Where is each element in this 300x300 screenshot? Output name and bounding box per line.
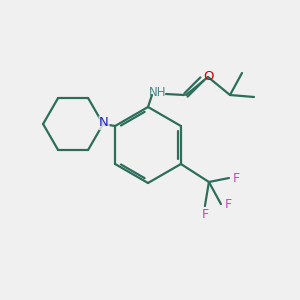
Text: F: F bbox=[232, 172, 239, 184]
Text: N: N bbox=[99, 116, 109, 130]
Text: F: F bbox=[224, 197, 232, 211]
Text: F: F bbox=[201, 208, 208, 220]
Text: NH: NH bbox=[149, 86, 167, 100]
Text: O: O bbox=[204, 70, 214, 83]
